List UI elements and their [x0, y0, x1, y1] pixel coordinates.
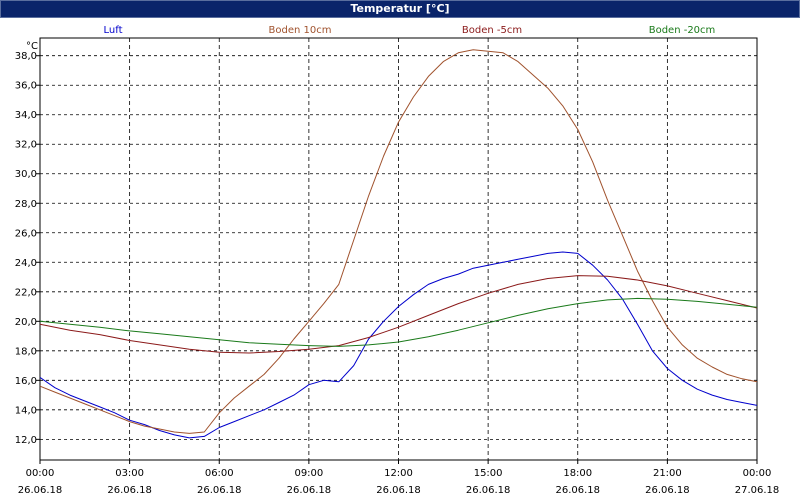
x-tick-date-label: 27.06.18: [735, 485, 780, 496]
legend-entry-boden-10cm: Boden 10cm: [268, 25, 332, 36]
x-tick-date-label: 26.06.18: [197, 485, 242, 496]
y-axis-ticks: 12,0 14,0 16,0 18,0 20,0 22,0 24,0 26,0 28,0 30,0…: [15, 51, 40, 446]
x-tick-date-label: 26.06.18: [107, 485, 152, 496]
y-tick-label: 36,0: [15, 81, 37, 92]
y-tick-label: 26,0: [15, 228, 37, 239]
x-tick-time-label: 03:00: [115, 468, 144, 479]
x-axis-ticks: 00:00 26.06.18 03:00 26.06.18 06:00 26.06.18 0…: [18, 460, 780, 496]
y-tick-label: 22,0: [15, 287, 37, 298]
x-tick-date-label: 26.06.18: [376, 485, 421, 496]
legend: Luft Boden 10cm Boden -5cm Boden -20cm: [0, 18, 800, 36]
x-tick-time-label: 09:00: [294, 468, 323, 479]
x-tick-date-label: 26.06.18: [555, 485, 600, 496]
y-tick-label: 14,0: [15, 405, 37, 416]
series-line-boden-20cm: [39, 297, 758, 347]
x-tick-time-label: 06:00: [205, 468, 234, 479]
y-tick-label: 32,0: [15, 140, 37, 151]
legend-entry-luft: Luft: [103, 25, 123, 36]
x-tick-time-label: 00:00: [743, 468, 772, 479]
x-tick-time-label: 00:00: [26, 468, 55, 479]
chart-title: Temperatur [°C]: [0, 0, 800, 18]
y-tick-label: 18,0: [15, 346, 37, 357]
y-tick-label: 24,0: [15, 258, 37, 269]
series-lines: [39, 49, 758, 439]
x-tick-date-label: 26.06.18: [18, 485, 63, 496]
y-tick-label: 12,0: [15, 435, 37, 446]
x-tick-time-label: 15:00: [474, 468, 503, 479]
series-line-luft: [39, 251, 758, 439]
series-line-boden-5cm: [39, 275, 758, 354]
x-tick-time-label: 12:00: [384, 468, 413, 479]
x-tick-date-label: 26.06.18: [287, 485, 332, 496]
grid: [40, 38, 757, 460]
legend-entry-boden-20cm: Boden -20cm: [648, 25, 716, 36]
y-tick-label: 34,0: [15, 110, 37, 121]
y-tick-label: 16,0: [15, 376, 37, 387]
x-tick-date-label: 26.06.18: [466, 485, 511, 496]
x-tick-time-label: 21:00: [653, 468, 682, 479]
y-axis-unit: °C: [26, 41, 38, 52]
x-tick-date-label: 26.06.18: [645, 485, 690, 496]
legend-entry-boden-5cm: Boden -5cm: [461, 25, 523, 36]
y-tick-label: 30,0: [15, 169, 37, 180]
y-tick-label: 28,0: [15, 199, 37, 210]
series-line-boden-10cm: [39, 49, 758, 434]
y-tick-label: 20,0: [15, 317, 37, 328]
x-tick-time-label: 18:00: [563, 468, 592, 479]
y-tick-label: 38,0: [15, 51, 37, 62]
